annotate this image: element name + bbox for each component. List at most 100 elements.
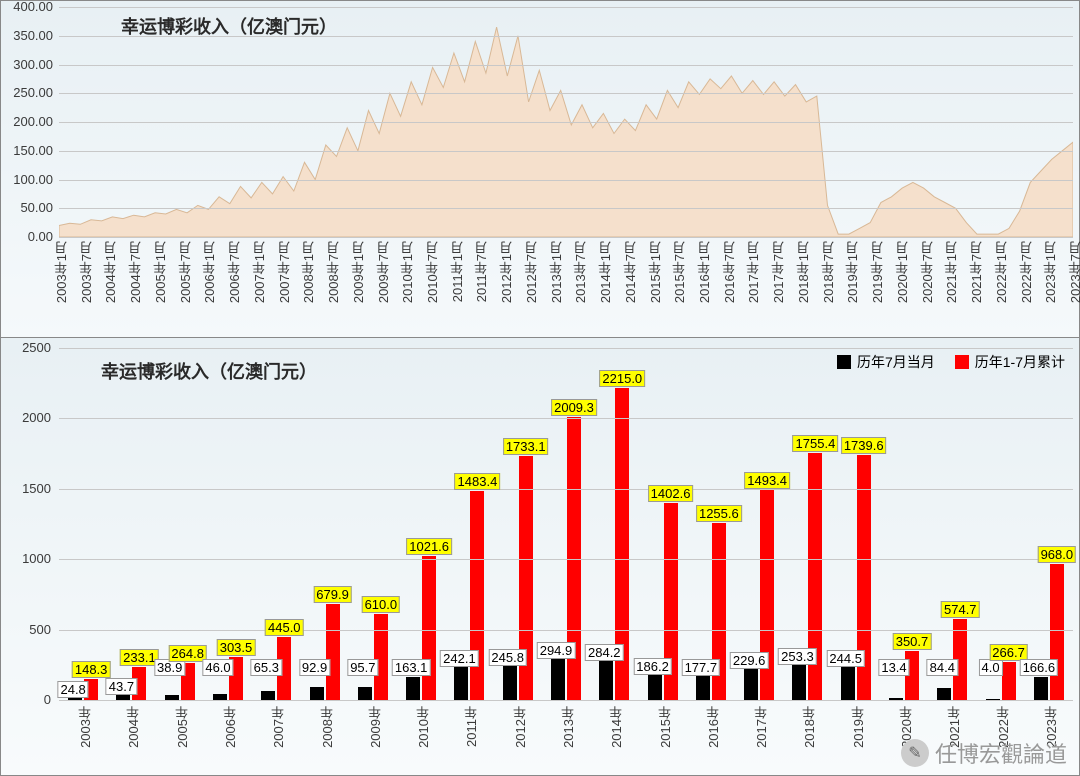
bar-chart-panel: 幸运博彩收入（亿澳门元） 历年7月当月 历年1-7月累计 05001000150… [1, 337, 1079, 775]
gridline [59, 700, 1073, 701]
x-tick-label: 2004年7月 [126, 241, 145, 303]
gridline [59, 36, 1073, 37]
bar-cumulative [326, 604, 340, 700]
x-tick-label: 2020年7月 [918, 241, 937, 303]
data-label-cumulative: 233.1 [120, 649, 159, 666]
y-tick-label: 2500 [1, 340, 51, 355]
y-tick-label: 2000 [1, 410, 51, 425]
x-tick-label: 2010年7月 [423, 241, 442, 303]
bar-monthly [841, 666, 855, 700]
x-tick-label: 2017年7月 [769, 241, 788, 303]
x-tick-label: 2016年1月 [695, 241, 714, 303]
x-tick-label: 2007年 [269, 706, 288, 748]
x-tick-label: 2012年1月 [497, 241, 516, 303]
bar-cumulative [1002, 662, 1016, 700]
x-tick-label: 2022年1月 [992, 241, 1011, 303]
x-tick-label: 2013年1月 [547, 241, 566, 303]
x-tick-label: 2015年1月 [646, 241, 665, 303]
y-tick-label: 300.00 [1, 57, 53, 72]
data-label-monthly: 244.5 [826, 650, 865, 667]
bar-monthly [261, 691, 275, 700]
data-label-monthly: 43.7 [106, 678, 137, 695]
x-tick-label: 2014年1月 [596, 241, 615, 303]
x-tick-label: 2010年1月 [398, 241, 417, 303]
x-tick-label: 2011年 [462, 706, 481, 747]
bar-monthly [454, 666, 468, 700]
data-label-monthly: 245.8 [488, 649, 527, 666]
gridline [59, 489, 1073, 490]
bar-monthly [551, 658, 565, 700]
x-tick-label: 2003年 [76, 706, 95, 748]
x-tick-label: 2006年1月 [200, 241, 219, 303]
data-label-monthly: 24.8 [57, 681, 88, 698]
bar-cumulative [422, 556, 436, 700]
y-tick-label: 1000 [1, 551, 51, 566]
bar-monthly [358, 687, 372, 700]
watermark: ✎ 任博宏觀論道 [901, 737, 1067, 769]
x-tick-label: 2021年7月 [967, 241, 986, 303]
data-label-cumulative: 610.0 [362, 596, 401, 613]
data-label-cumulative: 1739.6 [841, 437, 887, 454]
data-label-cumulative: 350.7 [893, 633, 932, 650]
data-label-monthly: 65.3 [251, 659, 282, 676]
gridline [59, 630, 1073, 631]
gridline [59, 180, 1073, 181]
x-tick-label: 2018年1月 [794, 241, 813, 303]
bar-monthly [599, 660, 613, 700]
x-tick-label: 2023年1月 [1041, 241, 1060, 303]
y-tick-label: 400.00 [1, 0, 53, 14]
y-tick-label: 50.00 [1, 200, 53, 215]
data-label-cumulative: 574.7 [941, 601, 980, 618]
bar-monthly [696, 675, 710, 700]
y-tick-label: 200.00 [1, 114, 53, 129]
x-tick-label: 2009年1月 [349, 241, 368, 303]
data-label-cumulative: 968.0 [1038, 546, 1077, 563]
x-tick-label: 2019年7月 [868, 241, 887, 303]
data-label-monthly: 13.4 [878, 659, 909, 676]
x-tick-label: 2011年7月 [472, 241, 491, 302]
x-tick-label: 2004年1月 [101, 241, 120, 303]
wechat-icon: ✎ [901, 739, 929, 767]
data-label-monthly: 92.9 [299, 659, 330, 676]
gridline [59, 348, 1073, 349]
gridline [59, 93, 1073, 94]
data-label-monthly: 242.1 [440, 650, 479, 667]
bar-monthly [406, 677, 420, 700]
x-tick-label: 2009年 [366, 706, 385, 748]
x-tick-label: 2007年1月 [250, 241, 269, 303]
bar-monthly [648, 674, 662, 700]
x-tick-label: 2006年7月 [225, 241, 244, 303]
x-tick-label: 2013年 [559, 706, 578, 748]
data-label-monthly: 163.1 [392, 659, 431, 676]
x-tick-label: 2005年7月 [176, 241, 195, 303]
x-tick-label: 2008年1月 [299, 241, 318, 303]
bar-monthly [1034, 677, 1048, 700]
data-label-monthly: 186.2 [633, 658, 672, 675]
x-tick-label: 2018年 [800, 706, 819, 748]
data-label-cumulative: 1021.6 [406, 538, 452, 555]
x-tick-label: 2011年1月 [448, 241, 467, 302]
data-label-monthly: 166.6 [1020, 659, 1059, 676]
x-tick-label: 2005年 [173, 706, 192, 748]
gridline [59, 559, 1073, 560]
y-tick-label: 250.00 [1, 85, 53, 100]
y-tick-label: 100.00 [1, 172, 53, 187]
y-tick-label: 150.00 [1, 143, 53, 158]
x-tick-label: 2003年1月 [52, 241, 71, 303]
x-tick-label: 2015年 [656, 706, 675, 748]
gridline [59, 7, 1073, 8]
x-tick-label: 2010年 [414, 706, 433, 748]
data-label-cumulative: 303.5 [217, 639, 256, 656]
bar-monthly [310, 687, 324, 700]
x-tick-label: 2022年7月 [1017, 241, 1036, 303]
gridline [59, 208, 1073, 209]
bar-cumulative [470, 491, 484, 700]
data-label-monthly: 46.0 [202, 659, 233, 676]
x-tick-label: 2021年1月 [942, 241, 961, 303]
data-label-cumulative: 148.3 [72, 661, 111, 678]
watermark-text: 任博宏觀論道 [935, 737, 1067, 769]
x-tick-label: 2008年7月 [324, 241, 343, 303]
x-tick-label: 2013年7月 [571, 241, 590, 303]
bar-cumulative [1050, 564, 1064, 700]
gridline [59, 418, 1073, 419]
